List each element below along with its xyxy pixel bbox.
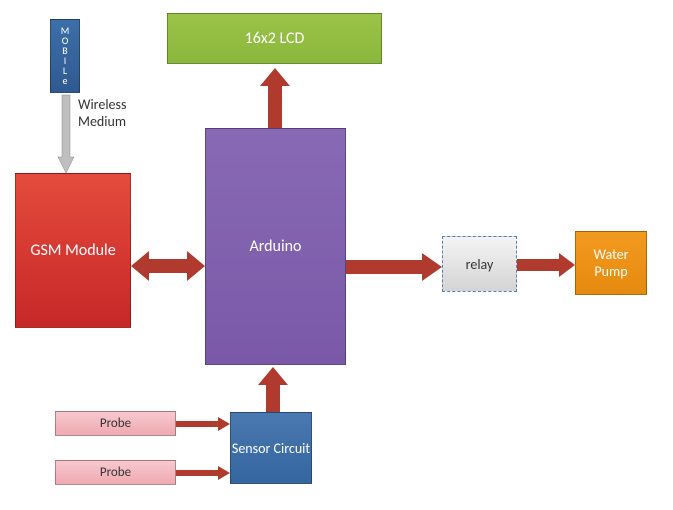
arrow-sensor-arduino bbox=[258, 367, 288, 412]
arrow-arduino-relay bbox=[346, 253, 442, 281]
probe1-block: Probe bbox=[55, 411, 176, 436]
arrow-relay-pump bbox=[517, 253, 575, 277]
arrow-gsm-arduino bbox=[131, 251, 205, 281]
arrow-mobile-gsm bbox=[58, 95, 74, 173]
relay-block: relay bbox=[442, 236, 517, 292]
arrow-probe2-sensor bbox=[176, 466, 230, 480]
gsm-block: GSM Module bbox=[15, 173, 131, 328]
mobile-block: MOBILe bbox=[50, 19, 80, 93]
lcd-block: 16x2 LCD bbox=[167, 13, 382, 64]
relay-label: relay bbox=[466, 256, 494, 273]
wireless-label-box: Wireless Medium bbox=[78, 96, 156, 130]
probe2-label: Probe bbox=[100, 465, 131, 480]
arrow-probe1-sensor bbox=[176, 417, 230, 431]
arduino-label: Arduino bbox=[250, 237, 302, 256]
wireless-label: Wireless Medium bbox=[78, 96, 126, 130]
gsm-label: GSM Module bbox=[30, 241, 115, 260]
arrow-arduino-lcd bbox=[260, 68, 290, 128]
probe2-block: Probe bbox=[55, 460, 176, 485]
sensor-label: Sensor Circuit bbox=[232, 440, 310, 457]
pump-block: Water Pump bbox=[575, 231, 647, 295]
sensor-block: Sensor Circuit bbox=[230, 412, 312, 484]
lcd-label: 16x2 LCD bbox=[245, 29, 305, 48]
probe1-label: Probe bbox=[100, 416, 131, 431]
pump-label: Water Pump bbox=[576, 246, 646, 280]
arduino-block: Arduino bbox=[205, 128, 346, 365]
mobile-label: MOBILe bbox=[61, 26, 70, 86]
